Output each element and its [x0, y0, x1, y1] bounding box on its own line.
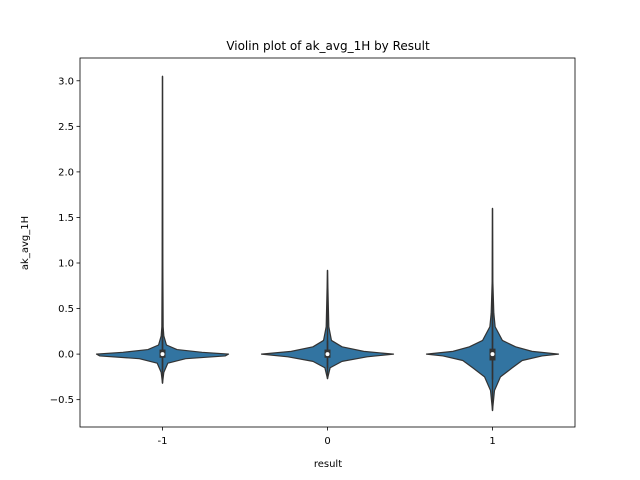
- y-tick-label: 0.5: [58, 304, 74, 315]
- x-axis-label: result: [314, 459, 342, 470]
- y-axis-ticks: −0.5 0.0 0.5 1.0 1.5 2.0 2.5 3.0: [50, 76, 80, 406]
- chart-title: Violin plot of ak_avg_1H by Result: [226, 39, 430, 53]
- violin--1: [95, 75, 230, 384]
- violin-median: [490, 352, 495, 357]
- x-tick-label: 1: [489, 436, 495, 447]
- y-tick-label: 0.0: [58, 350, 74, 361]
- plot-frame: [79, 57, 576, 428]
- x-tick-label: 0: [324, 436, 330, 447]
- x-axis-ticks: -1 0 1: [158, 427, 496, 447]
- violin-median: [325, 352, 330, 357]
- y-tick-label: 2.0: [58, 167, 74, 178]
- violin-median: [160, 352, 165, 357]
- violin-1: [425, 207, 560, 412]
- y-tick-label: 2.5: [58, 122, 74, 133]
- violin-0: [260, 269, 395, 380]
- y-tick-label: 1.0: [58, 259, 74, 270]
- y-tick-label: −0.5: [50, 395, 74, 406]
- y-axis-label: ak_avg_1H: [20, 216, 31, 270]
- violins-layer: [95, 75, 560, 412]
- x-tick-label: -1: [158, 436, 168, 447]
- y-tick-label: 3.0: [58, 76, 74, 87]
- y-tick-label: 1.5: [58, 213, 74, 224]
